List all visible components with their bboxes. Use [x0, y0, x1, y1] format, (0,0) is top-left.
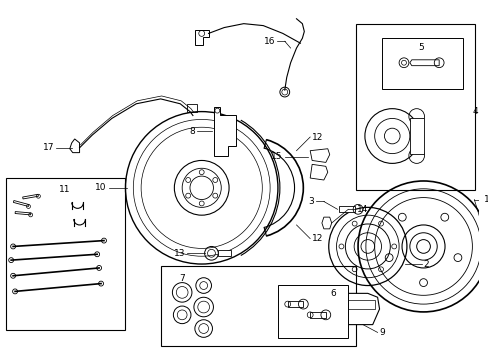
Text: 15: 15	[271, 152, 282, 161]
Polygon shape	[321, 217, 331, 229]
Polygon shape	[309, 312, 325, 318]
Bar	[277, 284, 347, 338]
Text: 7: 7	[179, 274, 184, 283]
Text: 4: 4	[472, 107, 477, 116]
Text: 12: 12	[311, 132, 323, 141]
Text: 10: 10	[95, 183, 107, 192]
Polygon shape	[13, 201, 29, 206]
Polygon shape	[195, 31, 208, 45]
Text: 2: 2	[423, 260, 428, 269]
Bar	[355, 24, 474, 190]
Text: 17: 17	[42, 143, 54, 152]
Text: 14: 14	[356, 205, 367, 214]
Polygon shape	[330, 293, 379, 325]
Text: 1: 1	[483, 195, 488, 204]
Text: 9: 9	[379, 328, 385, 337]
Text: 3: 3	[308, 197, 313, 206]
Polygon shape	[339, 206, 354, 212]
Polygon shape	[409, 118, 423, 154]
Text: 12: 12	[311, 234, 323, 243]
Text: 6: 6	[330, 289, 336, 298]
Bar	[382, 38, 462, 89]
Text: 13: 13	[173, 249, 185, 258]
Polygon shape	[22, 194, 39, 199]
Polygon shape	[309, 149, 329, 162]
Polygon shape	[309, 165, 327, 180]
Polygon shape	[15, 212, 31, 215]
Polygon shape	[333, 300, 374, 309]
Text: 5: 5	[418, 43, 424, 52]
Polygon shape	[287, 301, 303, 307]
Polygon shape	[409, 60, 438, 66]
Polygon shape	[218, 250, 230, 256]
Bar	[6, 178, 125, 329]
Polygon shape	[70, 139, 80, 153]
Text: 8: 8	[189, 127, 195, 136]
Bar	[161, 266, 355, 346]
Bar	[187, 104, 197, 112]
Text: 16: 16	[263, 37, 274, 46]
Text: 11: 11	[59, 185, 70, 194]
Polygon shape	[214, 107, 235, 156]
